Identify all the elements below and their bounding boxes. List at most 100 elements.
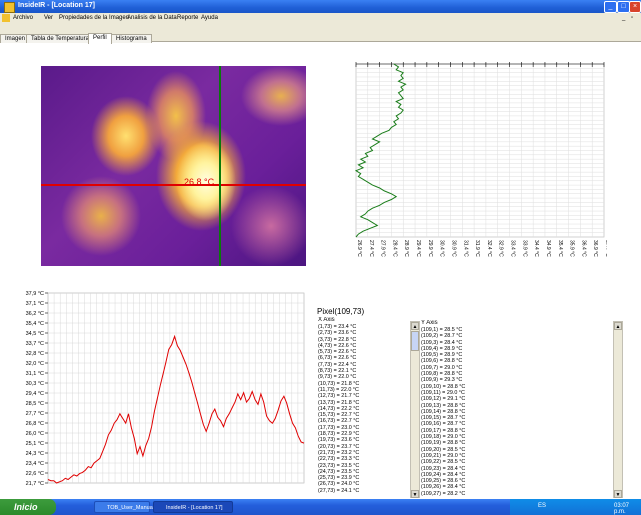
minimize-button[interactable]: _ [604,1,617,13]
y-tick-label: 27,7 °C [26,411,44,417]
x-list-item: (19,73) = 23.6 °C [318,437,359,443]
horizontal-crosshair[interactable] [41,184,306,186]
tray-language[interactable]: ES [538,503,546,509]
y-tick-label: 37,9 °C [26,291,44,297]
x-tick-label: 36.9 °C [592,240,598,257]
y-list-item: (109,3) = 28.4 °C [421,340,465,346]
x-list-item: (27,73) = 24.1 °C [318,488,359,494]
x-list-item: (3,73) = 22.8 °C [318,337,359,343]
y-list-item: (109,13) = 28.8 °C [421,403,465,409]
x-list-item: (23,73) = 23.5 °C [318,463,359,469]
x-tick-label: 31.9 °C [474,240,480,257]
y-list-item: (109,12) = 29.1 °C [421,396,465,402]
x-list-item: (22,73) = 23.3 °C [318,456,359,462]
x-tick-label: 32.4 °C [486,240,492,257]
y-list-item: (109,22) = 28.5 °C [421,459,465,465]
scroll-up-icon[interactable]: ▲ [614,322,622,330]
menu-ver[interactable]: Ver [44,15,53,21]
x-tick-label: 31.4 °C [462,240,468,257]
app-icon [4,2,15,13]
x-tick-label: 37.4 °C [604,240,607,257]
y-list-item: (109,27) = 28.2 °C [421,491,465,497]
x-list-item: (12,73) = 21.7 °C [318,393,359,399]
y-tick-label: 34,5 °C [26,331,44,337]
start-button[interactable]: Inicio [0,499,56,515]
tab-strip: Imagen Tabla de Temperatura Perfil Histo… [0,24,641,42]
y-list-item: (109,9) = 29.3 °C [421,377,465,383]
x-tick-label: 29.9 °C [427,240,433,257]
scroll-thumb[interactable] [411,331,419,351]
y-tick-label: 35,4 °C [26,321,44,327]
y-tick-label: 22,6 °C [26,471,44,477]
thermal-image[interactable]: 26.8 °C [41,66,306,266]
taskbar: Inicio TOB_User_Manual_S... InsideIR - [… [0,499,641,515]
y-tick-label: 23,4 °C [26,461,44,467]
tab-histograma[interactable]: Histograma [111,34,152,43]
menu-ayuda[interactable]: Ayuda [201,15,218,21]
y-axis-header: Y Axis [421,320,438,326]
x-tick-label: 26.9 °C [356,240,362,257]
menu-propiedades[interactable]: Propiedades de la Imagen [59,15,129,21]
cursor-temperature: 26.8 °C [184,177,214,187]
x-tick-label: 34.4 °C [533,240,539,257]
title-bar: InsideIR - [Location 17] _ □ × [0,0,641,13]
mdi-restore-icon[interactable]: ▫ [631,15,633,21]
x-tick-label: 28.9 °C [403,240,409,257]
close-button[interactable]: × [629,1,641,13]
mdi-minimize-icon[interactable]: _ [622,15,625,21]
right-scrollbar[interactable]: ▲ ▼ [613,321,623,498]
x-tick-label: 27.9 °C [380,240,386,257]
x-axis-header: X Axis [318,317,335,323]
menu-analisis[interactable]: Analisis de la Data [127,15,177,21]
x-tick-label: 27.4 °C [368,240,374,257]
scroll-down-icon[interactable]: ▼ [614,490,622,498]
tray-clock: 03:07 p.m. [614,503,641,515]
y-tick-label: 33,7 °C [26,341,44,347]
x-tick-label: 36.4 °C [580,240,586,257]
y-tick-label: 21,7 °C [26,481,44,487]
y-tick-label: 32,0 °C [26,361,44,367]
y-list-item: (109,19) = 28.8 °C [421,440,465,446]
vertical-crosshair[interactable] [219,66,221,266]
y-tick-label: 32,8 °C [26,351,44,357]
x-list-item: (26,73) = 24.0 °C [318,481,359,487]
y-list-item: (109,23) = 28.4 °C [421,466,465,472]
x-list-item: (2,73) = 23.6 °C [318,330,359,336]
y-tick-label: 28,5 °C [26,401,44,407]
menu-archivo[interactable]: Archivo [13,15,33,21]
y-list-item: (109,26) = 28.4 °C [421,484,465,490]
x-tick-label: 33.9 °C [521,240,527,257]
x-axis-values: (1,73) = 23.4 °C (2,73) = 23.6 °C (3,73) =… [318,324,359,494]
menu-reporte[interactable]: Reporte [177,15,198,21]
scroll-down-icon[interactable]: ▼ [411,490,419,498]
x-tick-label: 29.4 °C [415,240,421,257]
x-tick-label: 35.4 °C [557,240,563,257]
left-scrollbar[interactable]: ▲ ▼ [410,321,420,498]
x-list-item: (20,73) = 23.7 °C [318,444,359,450]
y-tick-label: 26,8 °C [26,421,44,427]
y-tick-label: 36,2 °C [26,311,44,317]
y-tick-label: 26,0 °C [26,431,44,437]
y-tick-label: 30,3 °C [26,381,44,387]
vertical-profile-chart: 26.9 °C 27.4 °C 27.9 °C 28.4 °C 28.9 °C 29.4 … [354,62,607,270]
document-icon [2,14,10,22]
system-tray: ES 03:07 p.m. [510,499,641,515]
x-list-item: (9,73) = 22.0 °C [318,374,359,380]
x-tick-label: 30.9 °C [450,240,456,257]
x-tick-label: 30.4 °C [439,240,445,257]
menu-bar: Archivo Ver Propiedades de la Imagen Ana… [0,13,641,24]
y-list-item: (109,2) = 28.7 °C [421,333,465,339]
y-tick-label: 31,1 °C [26,371,44,377]
tab-perfil[interactable]: Perfil [88,33,112,44]
tab-tabla-temperatura[interactable]: Tabla de Temperatura [26,34,94,43]
y-list-item: (109,6) = 28.8 °C [421,358,465,364]
x-list-item: (16,73) = 22.7 °C [318,418,359,424]
taskbar-item-manual[interactable]: TOB_User_Manual_S... [94,501,150,513]
window-title: InsideIR - [Location 17] [18,2,95,9]
y-axis-list[interactable]: ▲ ▼ Y Axis (109,1) = 28.5 °C (109,2) = 28… [410,320,623,498]
taskbar-item-insideir[interactable]: InsideIR - [Location 17] [153,501,233,513]
y-tick-label: 29,4 °C [26,391,44,397]
y-list-item: (109,20) = 28.5 °C [421,447,465,453]
x-axis-list: X Axis (1,73) = 23.4 °C (2,73) = 23.6 °C(… [317,317,407,495]
scroll-up-icon[interactable]: ▲ [411,322,419,330]
